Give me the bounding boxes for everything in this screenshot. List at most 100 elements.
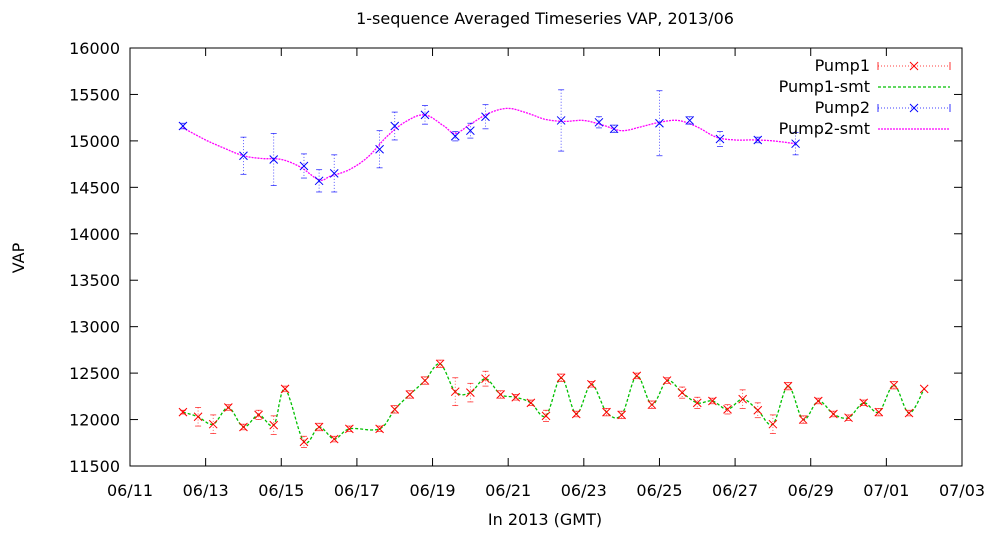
pump1-point	[269, 420, 279, 430]
pump1-point-stroke	[314, 422, 324, 432]
pump1-point-stroke	[375, 424, 384, 434]
pump1-point-stroke	[617, 410, 626, 420]
pump1-point	[829, 409, 838, 419]
legend-label: Pump1-smt	[779, 77, 870, 96]
y-tick-label: 12000	[69, 411, 120, 430]
pump1-point	[299, 437, 309, 447]
pump1-point	[375, 424, 384, 434]
pump1-point-stroke	[193, 412, 203, 422]
chart-title: 1-sequence Averaged Timeseries VAP, 2013…	[356, 9, 734, 28]
pump2-point-stroke	[753, 135, 763, 145]
pump1-point-stroke	[723, 404, 732, 414]
pump2-point	[556, 116, 566, 125]
x-tick-label: 06/15	[258, 481, 304, 500]
pump1-point-stroke	[208, 419, 218, 429]
pump1-point	[511, 392, 521, 402]
pump1-point-stroke	[466, 388, 475, 397]
pump1-point-stroke	[587, 379, 596, 389]
legend-label: Pump2-smt	[779, 119, 870, 138]
pump2-point	[791, 139, 800, 149]
pump2-point	[420, 110, 430, 120]
pump1-point	[390, 404, 400, 414]
pump2-point-stroke	[466, 126, 475, 136]
pump2-point-stroke	[594, 117, 604, 127]
pump2-point	[715, 134, 725, 144]
pump1-point	[889, 380, 899, 390]
pump2-point-stroke	[299, 161, 309, 171]
y-tick-label: 11500	[69, 457, 120, 476]
pump1-point-stroke	[647, 400, 657, 410]
pump1-point	[526, 398, 536, 408]
x-tick-label: 06/17	[334, 481, 380, 500]
pump1-point	[344, 424, 354, 434]
pump1-point	[647, 400, 657, 410]
pump2-point	[481, 112, 490, 122]
pump1-point-stroke	[904, 408, 914, 418]
pump1-point	[662, 376, 672, 385]
pump1-point-stroke	[420, 376, 430, 385]
pump1-point-stroke	[299, 437, 309, 447]
pump1-point	[178, 407, 188, 417]
legend-marker	[909, 61, 919, 71]
pump1-point	[314, 422, 324, 432]
pump2-point	[239, 151, 248, 161]
pump1-point-stroke	[859, 398, 869, 408]
pump1-point	[420, 376, 430, 385]
pump1-point-stroke	[254, 410, 263, 420]
pump2-point-stroke	[715, 134, 725, 144]
pump2-point-stroke	[420, 110, 430, 120]
legend-marker	[909, 103, 919, 113]
pump2-point-stroke	[178, 121, 188, 131]
pump1-point	[632, 371, 642, 381]
axis-ticks: 11500 12000 12500 13000 13500 14000 14500 15000…	[69, 39, 985, 500]
pump2-point	[594, 117, 604, 127]
pump1-point	[254, 410, 263, 420]
pump1-point-stroke	[223, 403, 233, 412]
pump1-point	[496, 390, 505, 399]
pump1-point-stroke	[783, 381, 793, 391]
pump1-point-stroke	[269, 420, 279, 430]
pump1-point	[723, 404, 732, 414]
pump1-point	[859, 398, 869, 408]
pump1-point	[541, 411, 551, 421]
pump1-point	[677, 388, 687, 397]
pump1-point-stroke	[450, 387, 460, 397]
pump1-point-stroke	[919, 384, 929, 394]
pump2-point-stroke	[791, 139, 800, 149]
pump2-point	[466, 126, 475, 136]
y-tick-label: 12500	[69, 364, 120, 383]
pump1-point	[556, 373, 566, 383]
x-tick-label: 06/13	[183, 481, 229, 500]
legend: Pump1 Pump1-smt Pump2 Pump2-smt	[779, 56, 951, 138]
y-tick-label: 15000	[69, 132, 120, 151]
pump1-point	[753, 405, 763, 415]
pump1-point-stroke	[708, 396, 717, 406]
pump2-point-stroke	[481, 112, 490, 122]
pump1-point	[844, 413, 853, 423]
pump2-point-stroke	[375, 144, 384, 154]
pump2-point	[178, 121, 188, 131]
x-tick-label: 07/03	[939, 481, 985, 500]
y-tick-label: 13000	[69, 318, 120, 337]
pump1-point	[223, 403, 233, 412]
pump1-point	[405, 390, 415, 399]
pump2-point	[609, 124, 619, 134]
x-tick-label: 06/23	[561, 481, 607, 500]
pump1-point-stroke	[753, 405, 763, 415]
pump1-point-stroke	[526, 398, 536, 408]
plot-frame	[129, 47, 963, 467]
pump2-point	[299, 161, 309, 171]
pump1-point	[904, 408, 914, 418]
pump2-point	[390, 121, 400, 131]
pump1-point-stroke	[239, 422, 248, 432]
pump2-point-stroke	[239, 151, 248, 161]
pump1-point-stroke	[738, 394, 748, 404]
pump1-point	[783, 381, 793, 391]
pump2-point	[753, 135, 763, 145]
pump1-point-stroke	[511, 392, 521, 402]
pump1-point-stroke	[556, 373, 566, 383]
pump2-point-stroke	[556, 116, 566, 125]
pump1-point-stroke	[435, 359, 445, 369]
pump2-point-stroke	[329, 169, 339, 178]
